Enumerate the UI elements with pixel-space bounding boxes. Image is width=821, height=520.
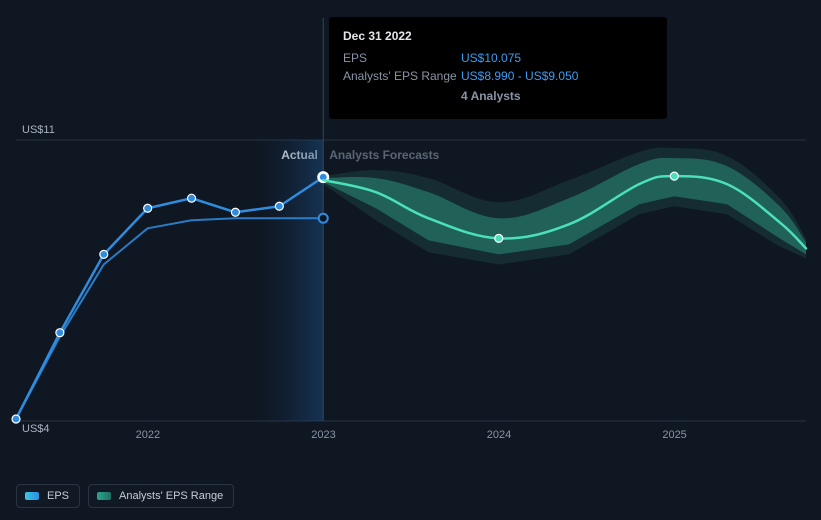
tooltip-row-value: US$10.075 <box>461 49 521 67</box>
x-tick-label: 2023 <box>311 429 335 441</box>
forecast-point-marker <box>495 234 503 242</box>
tooltip-date: Dec 31 2022 <box>343 27 653 45</box>
eps-point-marker <box>12 415 20 423</box>
tooltip-row-label: Analysts' EPS Range <box>343 67 461 85</box>
eps-point-marker <box>56 329 64 337</box>
eps-range-end-marker <box>319 214 328 223</box>
eps-point-marker <box>275 202 283 210</box>
tooltip-row: EPSUS$10.075 <box>343 49 653 67</box>
tooltip-analyst-count: 4 Analysts <box>461 87 653 105</box>
eps-point-marker <box>144 204 152 212</box>
legend: EPS Analysts' EPS Range <box>16 484 234 508</box>
tooltip-row-label: EPS <box>343 49 461 67</box>
tooltip-row: Analysts' EPS RangeUS$8.990 - US$9.050 <box>343 67 653 85</box>
eps-swatch <box>25 492 39 500</box>
legend-label: Analysts' EPS Range <box>119 490 223 502</box>
legend-label: EPS <box>47 490 69 502</box>
tooltip: Dec 31 2022 EPSUS$10.075Analysts' EPS Ra… <box>329 17 667 119</box>
x-tick-label: 2025 <box>662 429 686 441</box>
eps-point-marker <box>188 194 196 202</box>
forecast-point-marker <box>670 172 678 180</box>
chart-area[interactable]: US$11 US$4 Actual Analysts Forecasts 202… <box>16 118 806 443</box>
chart-svg <box>16 118 806 443</box>
legend-item[interactable]: EPS <box>16 484 80 508</box>
eps-point-marker <box>231 208 239 216</box>
eps-point-marker <box>100 250 108 258</box>
x-tick-label: 2024 <box>487 429 511 441</box>
x-tick-label: 2022 <box>136 429 160 441</box>
range-swatch <box>97 492 111 500</box>
legend-item[interactable]: Analysts' EPS Range <box>88 484 234 508</box>
tooltip-row-value: US$8.990 - US$9.050 <box>461 67 578 85</box>
